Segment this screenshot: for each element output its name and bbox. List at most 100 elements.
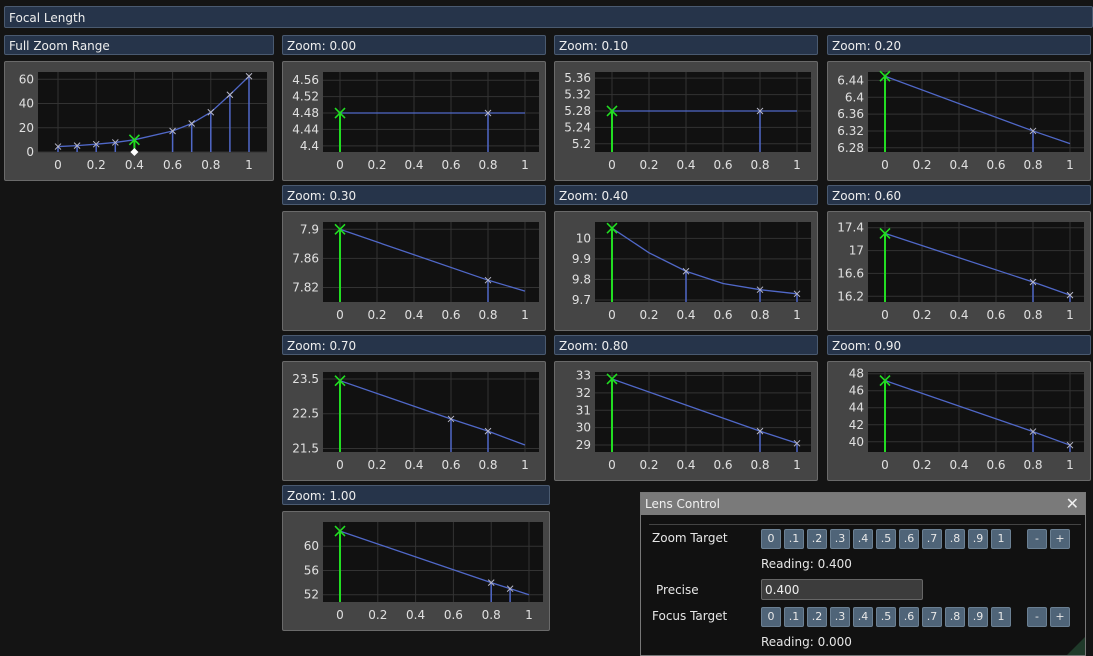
x-tick-label: 0 (336, 308, 344, 322)
chart-header[interactable]: Zoom: 1.00 (282, 485, 550, 505)
x-tick-label: 0.6 (986, 458, 1005, 472)
data-point-marker (447, 415, 455, 423)
zoom-preset-button[interactable]: .7 (922, 529, 942, 549)
focus-preset-button[interactable]: .3 (830, 607, 850, 627)
x-tick-label: 0.8 (750, 458, 769, 472)
x-tick-label: 0.8 (478, 458, 497, 472)
chart-svg: 0 0.2 0.4 0.6 0.8 1 5.2 5.24 5.28 5.32 5.36 (564, 71, 811, 172)
current-point-marker (606, 105, 618, 117)
zoom-preset-button[interactable]: .4 (853, 529, 873, 549)
chart-header[interactable]: Zoom: 0.30 (282, 185, 546, 205)
zoom-preset-button[interactable]: 0 (761, 529, 781, 549)
zoom-preset-button[interactable]: .1 (784, 529, 804, 549)
chart-panel: 0 0.2 0.4 0.6 0.8 1 52 56 60 (282, 511, 550, 631)
zoom-minus-button[interactable]: - (1027, 529, 1047, 549)
x-tick-label: 0.6 (986, 308, 1005, 322)
lens-control-titlebar[interactable]: Lens Control ✕ (641, 493, 1085, 515)
y-tick-label: 4.4 (300, 139, 319, 153)
chart-svg: 0 0.2 0.4 0.6 0.8 1 6.28 6.32 6.36 6.4 6.44 (837, 70, 1084, 172)
x-tick-label: 0.4 (406, 608, 425, 622)
x-tick-label: 0.6 (444, 608, 463, 622)
zoom-preset-button[interactable]: .9 (968, 529, 988, 549)
y-tick-label: 4.48 (292, 106, 319, 120)
zoom-preset-button[interactable]: .5 (876, 529, 896, 549)
chart-header[interactable]: Zoom: 0.10 (554, 35, 818, 55)
y-tick-label: 21.5 (292, 442, 319, 456)
resize-grip[interactable] (1067, 637, 1085, 655)
zoom-preset-button[interactable]: 1 (991, 529, 1011, 549)
data-point-marker (188, 120, 196, 127)
y-tick-label: 7.9 (300, 222, 319, 236)
chart-svg: 0 0.2 0.4 0.6 0.8 1 21.5 22.5 23.5 (292, 372, 539, 472)
zoom-preset-button[interactable]: .8 (945, 529, 965, 549)
chart-header[interactable]: Zoom: 0.20 (827, 35, 1091, 55)
zoom-preset-button[interactable]: .3 (830, 529, 850, 549)
y-tick-label: 60 (19, 72, 34, 86)
data-point-marker (1029, 428, 1037, 435)
y-tick-label: 56 (304, 563, 319, 577)
focus-preset-button[interactable]: .7 (922, 607, 942, 627)
x-tick-label: 0.8 (750, 158, 769, 172)
data-point-marker (54, 143, 62, 150)
plot-area (595, 72, 811, 152)
focus-plus-button[interactable]: + (1050, 607, 1070, 627)
current-position-handle[interactable] (130, 148, 139, 156)
zoom-preset-button[interactable]: .2 (807, 529, 827, 549)
y-tick-label: 9.8 (572, 272, 591, 286)
chart-header[interactable]: Full Zoom Range (4, 35, 274, 55)
data-point-marker (1066, 291, 1074, 299)
data-point-marker (756, 107, 764, 115)
data-point-marker (484, 427, 492, 435)
focus-preset-button[interactable]: 1 (991, 607, 1011, 627)
data-point-marker (207, 108, 215, 116)
chart-header[interactable]: Zoom: 0.00 (282, 35, 546, 55)
chart-header[interactable]: Zoom: 0.70 (282, 335, 546, 355)
data-point-marker (756, 286, 764, 294)
focus-preset-button[interactable]: .1 (784, 607, 804, 627)
focus-preset-button[interactable]: 0 (761, 607, 781, 627)
x-tick-label: 0.2 (639, 158, 658, 172)
current-point-marker (334, 375, 346, 387)
focus-preset-button[interactable]: .8 (945, 607, 965, 627)
y-tick-label: 6.36 (837, 107, 864, 121)
y-tick-label: 23.5 (292, 372, 319, 386)
x-tick-label: 0.4 (949, 308, 968, 322)
y-tick-label: 31 (576, 403, 591, 417)
current-point-marker (879, 227, 891, 239)
x-tick-label: 0.2 (912, 158, 931, 172)
chart-svg: 0 0.2 0.4 0.6 0.8 1 7.82 7.86 7.9 (292, 222, 539, 322)
y-tick-label: 16.6 (837, 266, 864, 280)
y-tick-label: 0 (26, 145, 34, 159)
focus-preset-button[interactable]: .6 (899, 607, 919, 627)
x-tick-label: 0.6 (441, 308, 460, 322)
y-tick-label: 40 (19, 97, 34, 111)
chart-panel: 0 0.2 0.4 0.6 0.8 1 21.5 22.5 23.5 (282, 361, 546, 481)
focus-preset-button[interactable]: .4 (853, 607, 873, 627)
focus-minus-button[interactable]: - (1027, 607, 1047, 627)
chart-header[interactable]: Zoom: 0.60 (827, 185, 1091, 205)
y-tick-label: 60 (304, 539, 319, 553)
close-icon[interactable]: ✕ (1065, 494, 1079, 513)
zoom-plus-button[interactable]: + (1050, 529, 1070, 549)
precise-input[interactable] (761, 579, 923, 600)
x-tick-label: 0 (336, 458, 344, 472)
x-tick-label: 0.8 (478, 158, 497, 172)
focal-length-header[interactable]: Focal Length (4, 6, 1093, 28)
data-point-marker (111, 139, 119, 146)
chart-header[interactable]: Zoom: 0.80 (554, 335, 818, 355)
chart-panel: 0 0.2 0.4 0.6 0.8 1 40 42 44 46 48 (827, 361, 1091, 481)
focus-preset-button[interactable]: .9 (968, 607, 988, 627)
focus-preset-button[interactable]: .5 (876, 607, 896, 627)
zoom-preset-button[interactable]: .6 (899, 529, 919, 549)
y-tick-label: 20 (19, 121, 34, 135)
y-tick-label: 48 (849, 367, 864, 381)
chart-svg: 0 0.2 0.4 0.6 0.8 1 16.2 16.6 17 17.4 (837, 221, 1084, 322)
chart-header[interactable]: Zoom: 0.90 (827, 335, 1091, 355)
data-point-marker (484, 276, 492, 284)
focus-preset-button[interactable]: .2 (807, 607, 827, 627)
current-point-marker (334, 107, 346, 119)
x-tick-label: 0 (608, 308, 616, 322)
y-tick-label: 4.44 (292, 122, 319, 136)
chart-header[interactable]: Zoom: 0.40 (554, 185, 818, 205)
x-tick-label: 0 (881, 308, 889, 322)
